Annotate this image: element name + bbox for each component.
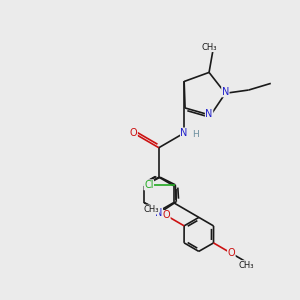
Text: Cl: Cl: [144, 180, 154, 190]
Text: CH₃: CH₃: [143, 205, 159, 214]
Text: O: O: [163, 211, 170, 220]
Text: N: N: [155, 208, 163, 218]
Text: N: N: [222, 87, 229, 97]
Text: CH₃: CH₃: [202, 43, 217, 52]
Text: N: N: [206, 109, 213, 119]
Text: N: N: [181, 128, 188, 138]
Text: H: H: [193, 130, 199, 139]
Text: O: O: [227, 248, 235, 258]
Text: O: O: [130, 128, 137, 138]
Text: CH₃: CH₃: [239, 261, 254, 270]
